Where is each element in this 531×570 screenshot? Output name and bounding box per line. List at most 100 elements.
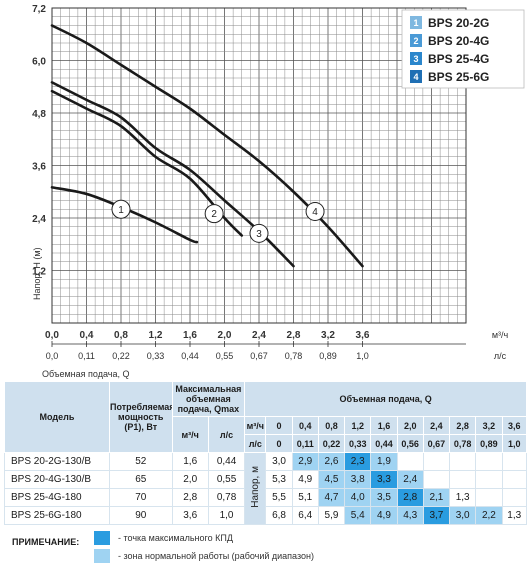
flow-m3h-header: 2,0: [396, 416, 424, 435]
head-cell: 4,9: [291, 470, 319, 489]
legend-label-2: BPS 20-4G: [428, 34, 489, 48]
eff-note: - точка максимального КПД: [118, 533, 233, 543]
x2-tick-label: 1,0: [356, 351, 369, 361]
x-unit-label: м³/ч: [492, 330, 509, 340]
head-cell: [475, 488, 503, 507]
legend-swatch-2: [410, 34, 422, 47]
note-section: ПРИМЕЧАНИЕ: - точка максимального КПД - …: [4, 527, 527, 567]
head-cell: [422, 470, 451, 489]
head-cell: 5,3: [265, 470, 293, 489]
flow-m3h-header: 0,8: [317, 416, 346, 435]
col-model: Модель: [4, 381, 110, 453]
chart-legend: 1 BPS 20-2G 2 BPS 20-4G 3 BPS 25-4G 4 BPS 25-6G: [401, 9, 525, 89]
head-cell: 2,1: [422, 488, 451, 507]
qmax-m3h-cell: 3,6: [171, 506, 209, 525]
flow-m3h-header: 0: [265, 416, 293, 435]
flow-m3h-header: 3,2: [475, 416, 503, 435]
x2-tick-label: 0,67: [250, 351, 268, 361]
head-cell: 3,5: [370, 488, 398, 507]
col-qmax: Максимальная объемная подача, Qmax: [171, 381, 246, 417]
series-marker-label-2: 2: [211, 209, 217, 220]
x-tick-label: 1,6: [183, 330, 197, 341]
flow-m3h-header: 0,4: [291, 416, 319, 435]
y-tick-label: 7,2: [32, 4, 46, 15]
x2-tick-label: 0,11: [78, 351, 95, 361]
flow-m3h-header: 2,4: [422, 416, 451, 435]
flow-ls-header: 0: [265, 434, 293, 453]
head-cell: [475, 452, 503, 471]
qmax-m3h-cell: 1,6: [171, 452, 209, 471]
head-cell: 5,4: [344, 506, 372, 525]
y-tick-label: 4,8: [32, 109, 46, 120]
legend-label-3: BPS 25-4G: [428, 52, 489, 66]
head-cell: [501, 470, 528, 489]
x-tick-label: 3,6: [356, 330, 370, 341]
x-tick-label: 0,8: [114, 330, 128, 341]
head-cell: 2,6: [317, 452, 346, 471]
col-power: Потребляемая мощность (P1), Вт: [108, 381, 173, 453]
head-cell: 6,8: [265, 506, 293, 525]
legend-swatch-3: [410, 52, 422, 65]
y-tick-label: 3,6: [32, 162, 46, 173]
x2-tick-label: 0,33: [147, 351, 165, 361]
model-cell: BPS 25-4G-180: [4, 488, 110, 507]
head-cell: [449, 470, 477, 489]
head-label: Напор, м: [249, 466, 261, 508]
y-tick-label: 1,2: [32, 267, 46, 278]
series-marker-2: [204, 204, 224, 224]
head-cell: 3,0: [449, 506, 477, 525]
flow-ls-header: 0,44: [370, 434, 398, 453]
head-cell: 2,4: [396, 470, 424, 489]
x-tick-label: 1,2: [149, 330, 163, 341]
qmax-ls-cell: 1,0: [207, 506, 246, 525]
series-marker-label-4: 4: [312, 207, 318, 218]
table-row: BPS 20-2G-130/B 52 1,6 0,44 Напор, м 3,0 2,9 2,…: [4, 452, 528, 525]
series-line-1: [50, 186, 199, 244]
legend-num-3: 3: [413, 54, 418, 64]
x2-tick-label: 0,44: [181, 351, 199, 361]
flow-ls-header: 0,56: [396, 434, 424, 453]
qmax-ls-cell: 0,78: [207, 488, 246, 507]
flow-m3h-header: 1,2: [344, 416, 372, 435]
x2-tick-label: 0,78: [285, 351, 303, 361]
flow-m3h-header: 1,6: [370, 416, 398, 435]
table-row: BPS 25-4G-180 70 2,8 0,78 5,5 5,1 4,7 4,0 3,5 2,8…: [4, 488, 528, 507]
series-marker-1: [111, 199, 131, 219]
head-cell: 1,3: [449, 488, 477, 507]
chart-curves: 1 2 3 4: [50, 24, 364, 268]
note-label: ПРИМЕЧАНИЕ:: [12, 537, 80, 547]
qmax-m3h-cell: 2,0: [171, 470, 209, 489]
head-cell: 4,0: [344, 488, 372, 507]
legend-box: [401, 9, 525, 89]
qmax-ls-cell: 0,55: [207, 470, 246, 489]
x2-tick-label: 0,55: [216, 351, 234, 361]
model-cell: BPS 20-4G-130/B: [4, 470, 110, 489]
table-row: BPS 20-4G-130/B 65 2,0 0,55 5,3 4,9 4,5 3,8 3,3 2…: [4, 470, 528, 489]
flow-ls-header: 0,67: [422, 434, 451, 453]
head-cell: 3,0: [265, 452, 293, 471]
head-cell: [475, 470, 503, 489]
head-cell: 1,3: [501, 506, 528, 525]
series-marker-label-1: 1: [118, 205, 124, 216]
head-label-cell: Напор, м: [244, 452, 267, 525]
head-cell: 4,5: [317, 470, 346, 489]
legend-num-1: 1: [413, 18, 418, 28]
x2-unit-label: л/с: [494, 351, 507, 361]
work-note: - зона нормальной работы (рабочий диапаз…: [118, 551, 314, 561]
x2-tick-label: 0,0: [46, 351, 59, 361]
head-cell: 5,1: [291, 488, 319, 507]
head-cell: 5,5: [265, 488, 293, 507]
col-flow: Объемная подача, Q: [244, 381, 527, 417]
series-marker-label-3: 3: [256, 229, 262, 240]
series-marker-4: [305, 201, 325, 221]
work-swatch: [94, 549, 110, 563]
head-cell: 2,3: [344, 452, 372, 471]
head-cell: 2,9: [291, 452, 319, 471]
chart-grid: [51, 7, 467, 324]
head-cell: 3,3: [370, 470, 398, 489]
qmax-m3h-cell: 2,8: [171, 488, 209, 507]
head-cell: [501, 452, 528, 471]
y-tick-label: 6,0: [32, 57, 46, 68]
head-cell: [501, 488, 528, 507]
series-line-2: [50, 89, 244, 237]
